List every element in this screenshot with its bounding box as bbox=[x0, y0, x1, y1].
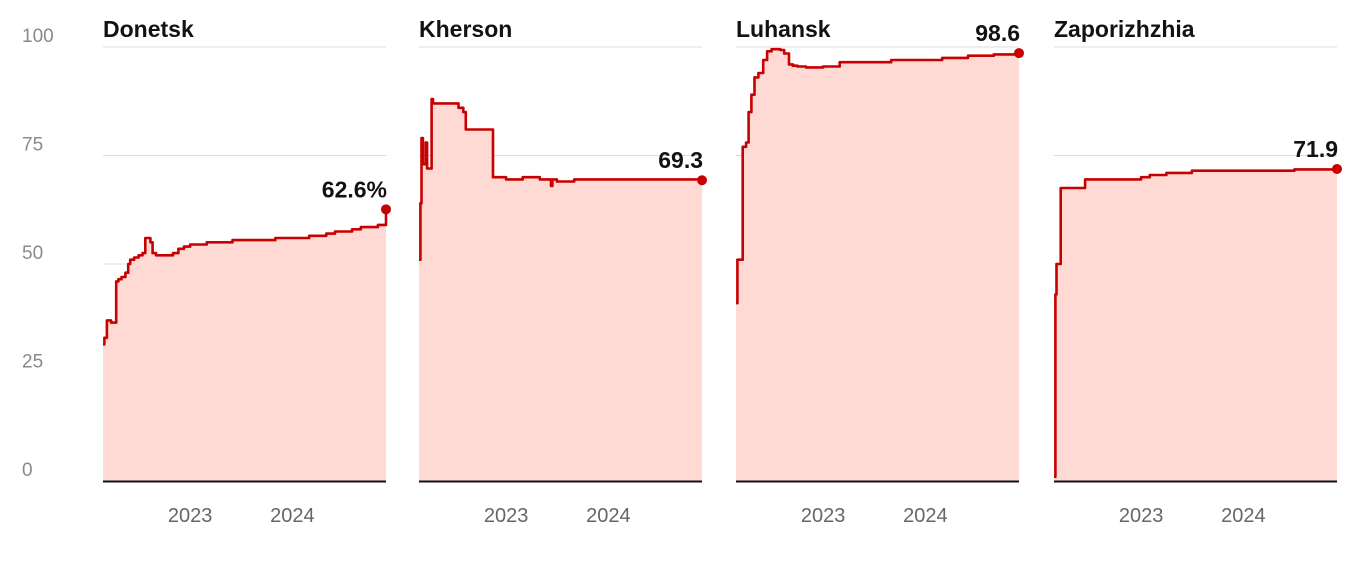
panel-title: Donetsk bbox=[103, 16, 194, 42]
series-area bbox=[736, 49, 1019, 481]
series-line bbox=[1054, 168, 1339, 478]
x-tick-label: 2024 bbox=[586, 505, 631, 527]
end-point-marker bbox=[1014, 48, 1024, 59]
y-tick-label: 25 bbox=[22, 352, 43, 373]
x-tick-label: 2023 bbox=[168, 505, 213, 527]
x-tick-label: 2024 bbox=[903, 505, 948, 527]
series-line bbox=[736, 47, 1021, 305]
x-tick-label: 2024 bbox=[1221, 505, 1266, 527]
x-tick-label: 2023 bbox=[1119, 505, 1164, 527]
line-layer bbox=[103, 47, 1342, 478]
x-tick-label: 2024 bbox=[270, 505, 315, 527]
end-value-label: 71.9 bbox=[1293, 136, 1338, 162]
text-layer: 0 25 50 75 100 62.6% Donetsk 2023 2024 69.3 Kherso… bbox=[22, 16, 1338, 527]
panel-title: Kherson bbox=[419, 16, 512, 42]
end-point-marker bbox=[697, 175, 707, 186]
series-area bbox=[103, 209, 386, 482]
series-line bbox=[103, 209, 388, 346]
end-value-label: 69.3 bbox=[658, 147, 703, 173]
area-layer bbox=[103, 49, 1337, 482]
end-value-label: 62.6% bbox=[322, 176, 387, 202]
x-tick-label: 2023 bbox=[801, 505, 846, 527]
series-line bbox=[419, 97, 704, 261]
series-area bbox=[1054, 169, 1337, 481]
end-value-label: 98.6 bbox=[975, 20, 1020, 46]
end-point-marker bbox=[381, 204, 391, 215]
x-tick-label: 2023 bbox=[484, 505, 529, 527]
y-tick-label: 100 bbox=[22, 26, 54, 47]
panel-title: Luhansk bbox=[736, 16, 831, 42]
series-area bbox=[419, 99, 702, 481]
y-tick-label: 75 bbox=[22, 135, 43, 156]
y-tick-label: 0 bbox=[22, 460, 33, 481]
panel-title: Zaporizhzhia bbox=[1054, 16, 1195, 42]
y-tick-label: 50 bbox=[22, 243, 43, 264]
end-point-marker bbox=[1332, 163, 1342, 174]
